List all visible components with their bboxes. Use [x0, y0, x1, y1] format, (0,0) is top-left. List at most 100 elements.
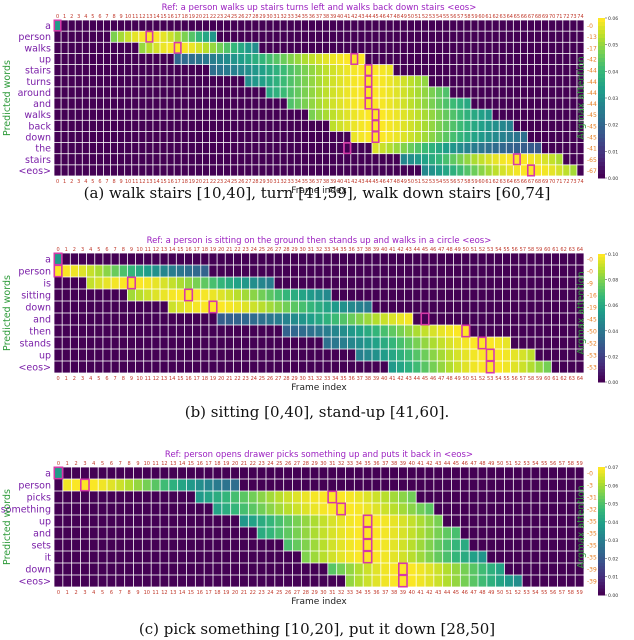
heatmap-cell — [146, 31, 153, 42]
heatmap-cell — [499, 42, 506, 54]
heatmap-cell — [570, 64, 577, 76]
heatmap-cell — [566, 515, 575, 527]
heatmap-cell — [407, 31, 414, 42]
heatmap-cell — [151, 527, 160, 539]
heatmap-cell — [372, 98, 379, 109]
heatmap-cell — [421, 142, 429, 154]
heatmap-cell — [139, 109, 146, 120]
heatmap-cell — [68, 87, 75, 98]
heatmap-cell — [217, 313, 225, 325]
heatmap-cell — [471, 131, 478, 143]
heatmap-cell — [434, 551, 443, 563]
heatmap-cell — [133, 515, 142, 527]
heatmap-cell — [511, 253, 519, 265]
frame-tick-bottom: 0 — [56, 376, 59, 382]
argmax-highlight — [183, 288, 194, 302]
heatmap-cell — [266, 265, 274, 277]
frame-tick-bottom: 40 — [381, 376, 387, 382]
heatmap-cell — [62, 301, 70, 313]
heatmap-cell — [421, 98, 429, 109]
heatmap-cell — [266, 154, 273, 165]
heatmap-cell — [308, 120, 316, 132]
heatmap-cell — [216, 31, 224, 42]
heatmap-cell — [80, 515, 89, 527]
heatmap-cell — [252, 42, 259, 54]
heatmap-cell — [160, 109, 167, 120]
heatmap-cell — [347, 349, 356, 361]
heatmap-cell — [266, 289, 274, 301]
heatmap-cell — [358, 98, 365, 109]
heatmap-cell — [181, 76, 188, 87]
heatmap-cell — [502, 277, 511, 289]
heatmap-cell — [216, 42, 224, 54]
heatmap-cell — [169, 563, 178, 575]
heatmap-cell — [135, 337, 144, 349]
frame-tick-bottom: 38 — [323, 179, 329, 185]
colorbar-segment — [598, 90, 605, 95]
heatmap-cell — [82, 98, 89, 109]
heatmap-cell — [250, 337, 258, 349]
frame-tick-bottom: 72 — [563, 179, 569, 185]
heatmap-cell — [292, 479, 301, 491]
heatmap-cell — [354, 527, 363, 539]
heatmap-cell — [487, 503, 496, 515]
heatmap-cell — [400, 87, 407, 98]
frame-tick-top: 0 — [56, 247, 59, 253]
heatmap-cell — [478, 337, 486, 349]
frame-tick-top: 10 — [125, 14, 131, 20]
heatmap-cell — [413, 349, 421, 361]
frame-tick-top: 40 — [337, 14, 343, 20]
heatmap-cell — [110, 154, 118, 165]
heatmap-cell — [344, 64, 351, 76]
heatmap-cell — [464, 131, 471, 143]
heatmap-cell — [337, 20, 344, 31]
frame-tick-top: 14 — [169, 247, 175, 253]
heatmap-cell — [274, 277, 282, 289]
heatmap-cell — [110, 31, 118, 42]
heatmap-cell — [301, 165, 308, 176]
heatmap-cell — [323, 289, 331, 301]
heatmap-cell — [280, 53, 287, 65]
heatmap-cell — [354, 467, 363, 479]
frame-tick-top: 10 — [136, 247, 142, 253]
heatmap-cell — [238, 165, 245, 176]
word-label: <eos> — [18, 577, 51, 588]
heatmap-cell — [315, 20, 323, 31]
heatmap-cell — [502, 361, 511, 373]
heatmap-cell — [542, 64, 549, 76]
frame-tick-top: 26 — [238, 14, 244, 20]
heatmap-cell — [315, 76, 323, 87]
heatmap-cell — [89, 87, 96, 98]
heatmap-cell — [492, 154, 499, 165]
heatmap-cell — [310, 527, 319, 539]
heatmap-cell — [379, 64, 386, 76]
colorbar-segment — [598, 86, 605, 91]
heatmap-cell — [534, 20, 542, 31]
word-label: it — [45, 553, 52, 564]
heatmap-cell — [356, 265, 364, 277]
frame-tick-top: 19 — [210, 247, 216, 253]
heatmap-cell — [160, 539, 169, 551]
frame-tick-bottom: 54 — [532, 590, 538, 596]
frame-tick-bottom: 19 — [210, 376, 216, 382]
colorbar-segment — [598, 74, 605, 79]
heatmap-cell — [549, 479, 558, 491]
heatmap-cell — [557, 551, 566, 563]
heatmap-cell — [310, 539, 319, 551]
heatmap-cell — [577, 20, 584, 31]
heatmap-cell — [78, 313, 87, 325]
heatmap-cell — [301, 551, 310, 563]
heatmap-cell — [224, 42, 231, 54]
heatmap-cell — [429, 337, 437, 349]
frame-tick-bottom: 49 — [401, 179, 407, 185]
heatmap-cell — [273, 165, 280, 176]
heatmap-cell — [70, 277, 79, 289]
heatmap-cell — [527, 337, 535, 349]
heatmap-cell — [167, 142, 174, 154]
heatmap-cell — [506, 31, 513, 42]
heatmap-cell — [195, 479, 204, 491]
heatmap-cell — [213, 467, 222, 479]
heatmap-cell — [125, 515, 134, 527]
heatmap-cell — [204, 467, 213, 479]
heatmap-cell — [563, 142, 570, 154]
